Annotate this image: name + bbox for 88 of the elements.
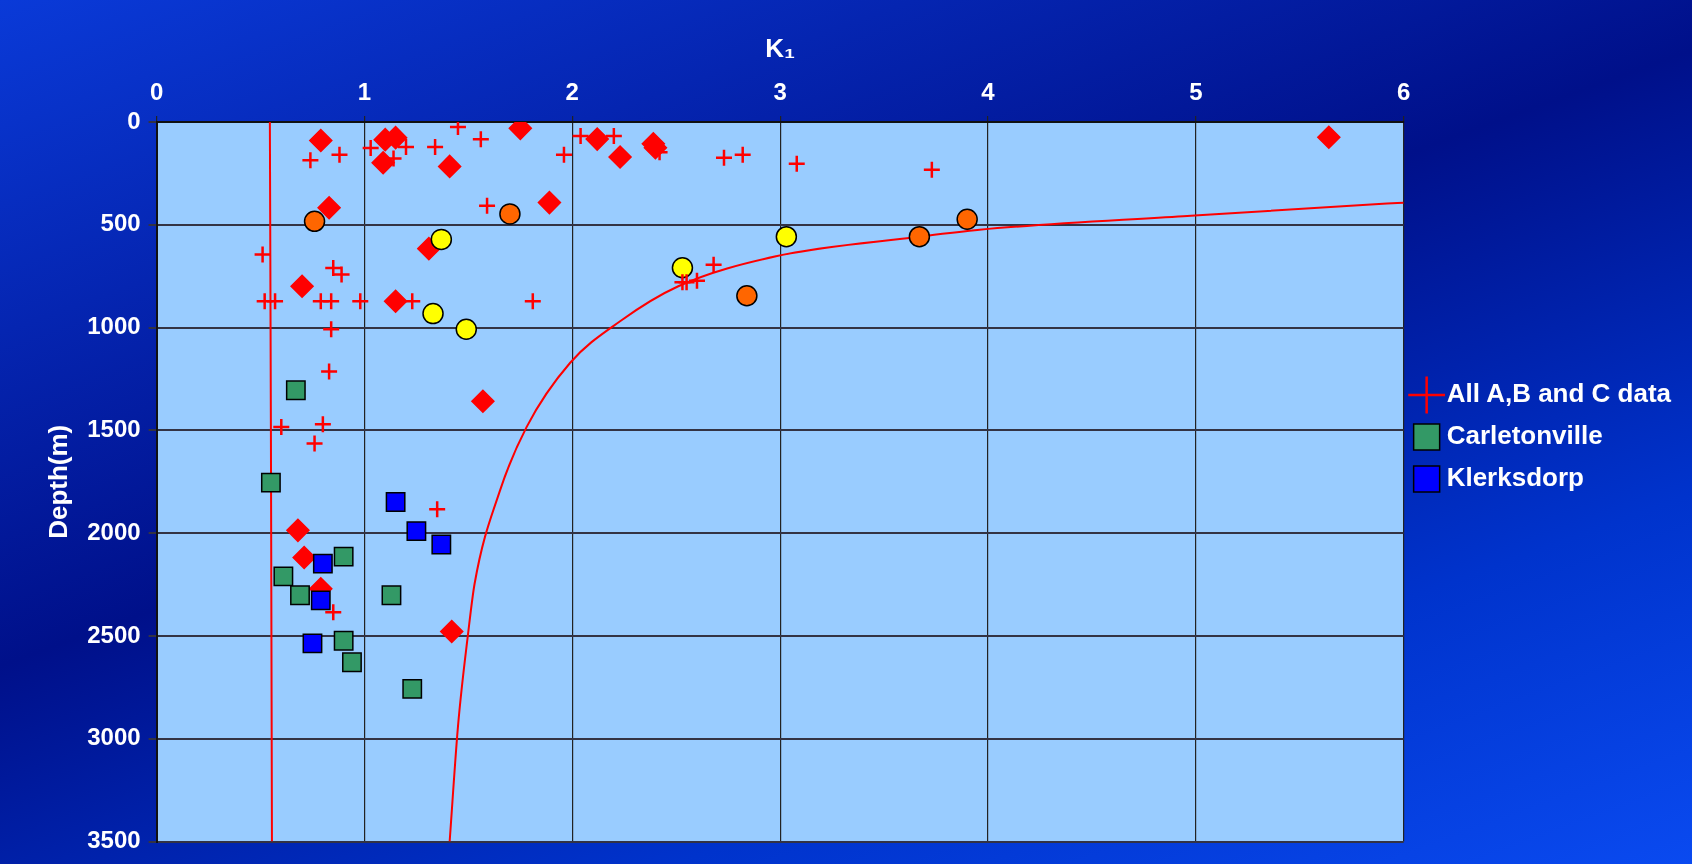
- legend-label: Carletonville: [1446, 420, 1603, 451]
- y-tick-label: 0: [127, 106, 141, 134]
- point: [290, 274, 314, 299]
- point: [303, 210, 326, 233]
- y-tick-label: 2000: [87, 517, 141, 545]
- y-tick-label: 3500: [87, 826, 141, 854]
- y-tick-label: 1000: [87, 312, 141, 340]
- point: [301, 150, 320, 170]
- y-tick-label: 2500: [87, 620, 141, 648]
- point: [342, 652, 362, 673]
- point: [290, 585, 310, 606]
- point: [406, 521, 427, 542]
- point: [604, 126, 624, 146]
- point: [333, 630, 354, 651]
- point: [333, 546, 354, 567]
- point: [554, 145, 574, 164]
- legend-label: Klerksdorp: [1446, 462, 1584, 493]
- point: [687, 271, 707, 290]
- point: [286, 518, 310, 543]
- point: [499, 203, 521, 225]
- point: [775, 225, 798, 248]
- x-tick-label: 4: [981, 78, 996, 106]
- point: [310, 590, 331, 611]
- point: [313, 414, 333, 434]
- point: [402, 678, 423, 699]
- point: [385, 492, 406, 512]
- point: [292, 545, 316, 570]
- y-tick-label: 1500: [87, 415, 141, 443]
- point: [671, 257, 694, 279]
- x-tick-label: 5: [1189, 78, 1203, 106]
- x-tick-label: 6: [1396, 78, 1411, 106]
- point: [425, 137, 445, 157]
- point: [427, 500, 447, 519]
- point: [317, 195, 341, 220]
- line-series: [448, 201, 1404, 842]
- point: [361, 138, 380, 158]
- point: [571, 126, 590, 146]
- point: [585, 127, 609, 151]
- point: [321, 292, 341, 311]
- point: [714, 148, 734, 168]
- point: [273, 566, 294, 587]
- x-axis-title: K₁: [765, 32, 795, 63]
- x-tick-label: 2: [565, 78, 579, 106]
- point: [324, 603, 343, 622]
- point: [956, 208, 978, 230]
- point: [430, 228, 453, 251]
- point: [439, 619, 464, 644]
- y-tick-label: 3000: [87, 723, 141, 751]
- point: [265, 292, 285, 311]
- y-tick-label: 500: [100, 209, 141, 237]
- point: [319, 362, 339, 381]
- point: [471, 389, 495, 413]
- point: [330, 145, 349, 164]
- point: [704, 255, 723, 274]
- point: [523, 292, 543, 311]
- point: [253, 245, 272, 264]
- point: [471, 130, 491, 149]
- point: [431, 534, 452, 555]
- point: [260, 472, 281, 493]
- point: [922, 160, 942, 179]
- point: [733, 145, 752, 164]
- point: [422, 302, 444, 325]
- point: [351, 292, 370, 311]
- point: [396, 137, 416, 157]
- point: [381, 585, 402, 606]
- point: [455, 318, 478, 340]
- point: [272, 417, 291, 437]
- point: [537, 190, 562, 215]
- point: [787, 154, 806, 173]
- point: [305, 434, 324, 453]
- y-axis-title: Depth(m): [42, 424, 73, 539]
- point: [608, 145, 632, 169]
- x-tick-label: 0: [149, 78, 164, 106]
- point: [312, 553, 333, 574]
- point: [302, 633, 323, 654]
- point: [1317, 125, 1341, 149]
- point: [437, 154, 462, 179]
- point: [309, 128, 333, 153]
- point: [321, 320, 341, 339]
- point: [371, 150, 395, 175]
- x-tick-label: 1: [357, 78, 372, 106]
- point: [908, 225, 931, 248]
- point: [477, 196, 497, 215]
- point: [383, 289, 408, 314]
- x-tick-label: 3: [773, 78, 787, 106]
- legend-label: All A,B and C data: [1446, 378, 1672, 409]
- point: [736, 284, 758, 307]
- point: [285, 380, 306, 401]
